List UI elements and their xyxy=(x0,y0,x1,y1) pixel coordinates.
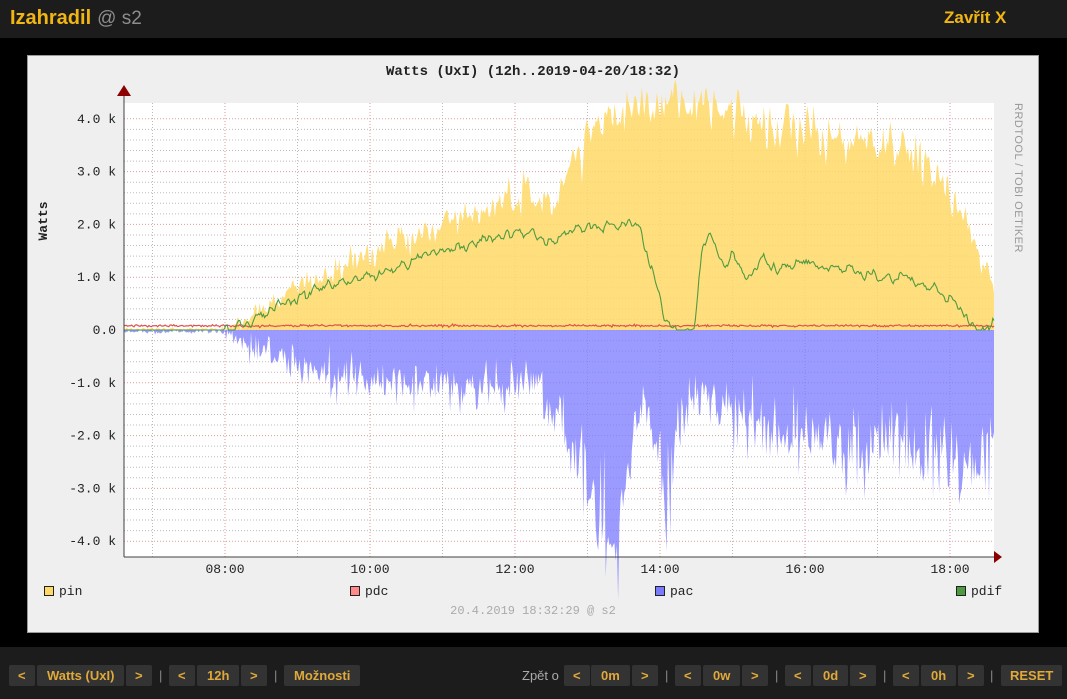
svg-text:14:00: 14:00 xyxy=(640,562,679,577)
svg-text:2.0 k: 2.0 k xyxy=(77,217,116,232)
svg-text:-3.0 k: -3.0 k xyxy=(69,481,116,496)
svg-text:-1.0 k: -1.0 k xyxy=(69,376,116,391)
svg-text:08:00: 08:00 xyxy=(205,562,244,577)
svg-text:1.0 k: 1.0 k xyxy=(77,270,116,285)
svg-text:16:00: 16:00 xyxy=(785,562,824,577)
svg-text:10:00: 10:00 xyxy=(350,562,389,577)
svg-text:-2.0 k: -2.0 k xyxy=(69,429,116,444)
svg-text:18:00: 18:00 xyxy=(930,562,969,577)
svg-text:0.0: 0.0 xyxy=(93,323,116,338)
svg-text:12:00: 12:00 xyxy=(495,562,534,577)
svg-text:-4.0 k: -4.0 k xyxy=(69,534,116,549)
svg-text:3.0 k: 3.0 k xyxy=(77,165,116,180)
svg-text:4.0 k: 4.0 k xyxy=(77,112,116,127)
